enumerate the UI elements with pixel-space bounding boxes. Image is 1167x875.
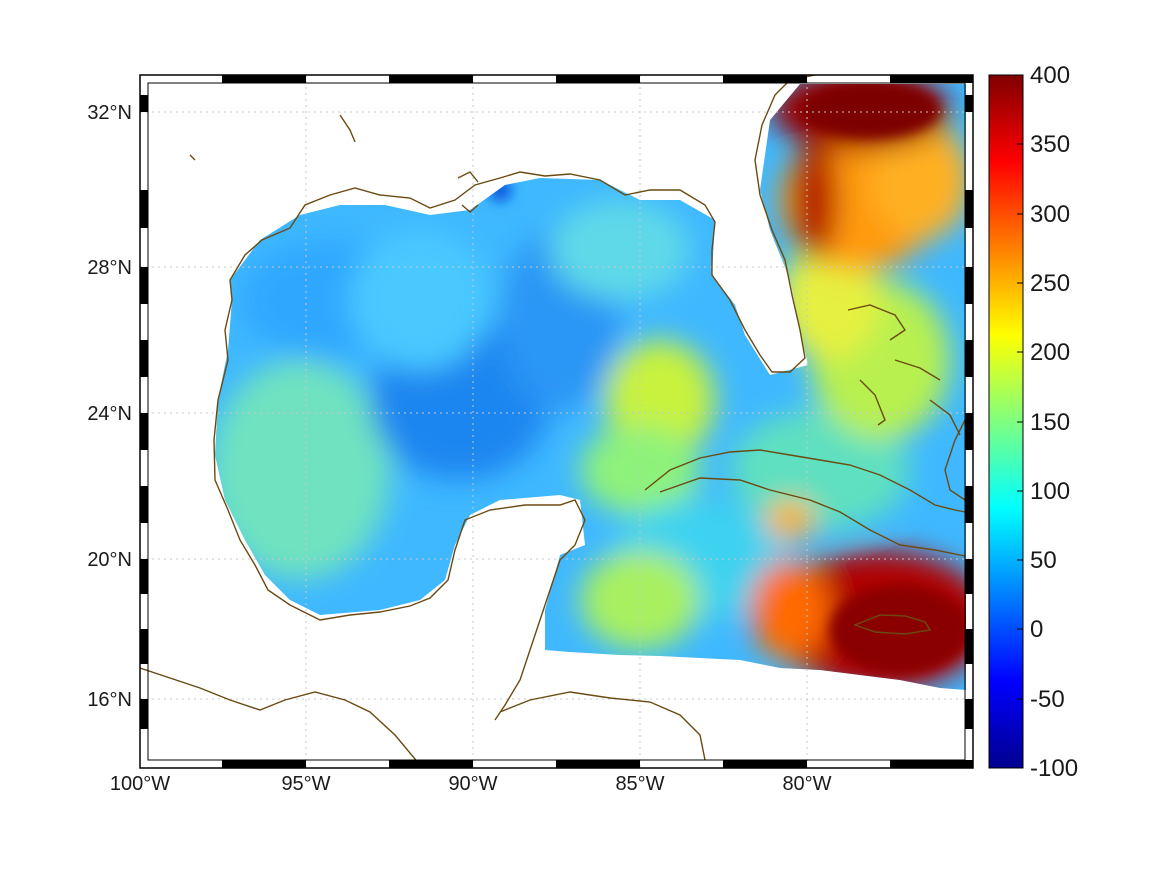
- coastline-jamaica: [853, 614, 932, 635]
- colorbar-label-minus100: -100: [1030, 755, 1078, 782]
- colorbar-label-50: 50: [1030, 547, 1057, 574]
- lat-label-32n: 32°N: [87, 102, 132, 124]
- colorbar-label-0: 0: [1030, 616, 1043, 643]
- lon-tick-labels: 100°W 95°W 90°W 85°W 80°W: [110, 773, 832, 795]
- lat-tick-labels: 32°N 28°N 24°N 20°N 16°N: [87, 102, 132, 711]
- coastline-honduras: [499, 691, 706, 761]
- colorbar: 400 350 300 250 200 150 100 50 0 -50 -10…: [988, 62, 1078, 782]
- heatmap-field: [215, 84, 966, 690]
- colorbar-label-minus50: -50: [1030, 686, 1065, 713]
- colorbar-label-400: 400: [1030, 62, 1070, 89]
- colorbar-label-100: 100: [1030, 478, 1070, 505]
- lat-label-16n: 16°N: [87, 689, 132, 711]
- colorbar-label-150: 150: [1030, 409, 1070, 436]
- colorbar-label-300: 300: [1030, 201, 1070, 228]
- lon-label-95w: 95°W: [281, 773, 330, 795]
- coastline-louisiana-bays: [189, 114, 479, 213]
- lat-label-20n: 20°N: [87, 549, 132, 571]
- graticule: [140, 75, 973, 768]
- coastline-hispaniola: [944, 419, 966, 501]
- coastline-bahamas: [847, 304, 961, 436]
- colorbar-label-250: 250: [1030, 270, 1070, 297]
- coastline-gulf-north: [229, 75, 816, 373]
- lon-label-80w: 80°W: [782, 773, 831, 795]
- lat-label-28n: 28°N: [87, 257, 132, 279]
- coastline-cuba: [644, 449, 966, 557]
- colorbar-label-200: 200: [1030, 339, 1070, 366]
- coastline-central-america: [140, 667, 421, 766]
- colorbar-label-350: 350: [1030, 131, 1070, 158]
- lon-label-85w: 85°W: [615, 773, 664, 795]
- lon-label-90w: 90°W: [448, 773, 497, 795]
- lon-label-100w: 100°W: [110, 773, 170, 795]
- axes-frame: [139, 74, 974, 769]
- coastline: [140, 75, 966, 766]
- coastline-mexico-west: [213, 299, 586, 721]
- lat-label-24n: 24°N: [87, 403, 132, 425]
